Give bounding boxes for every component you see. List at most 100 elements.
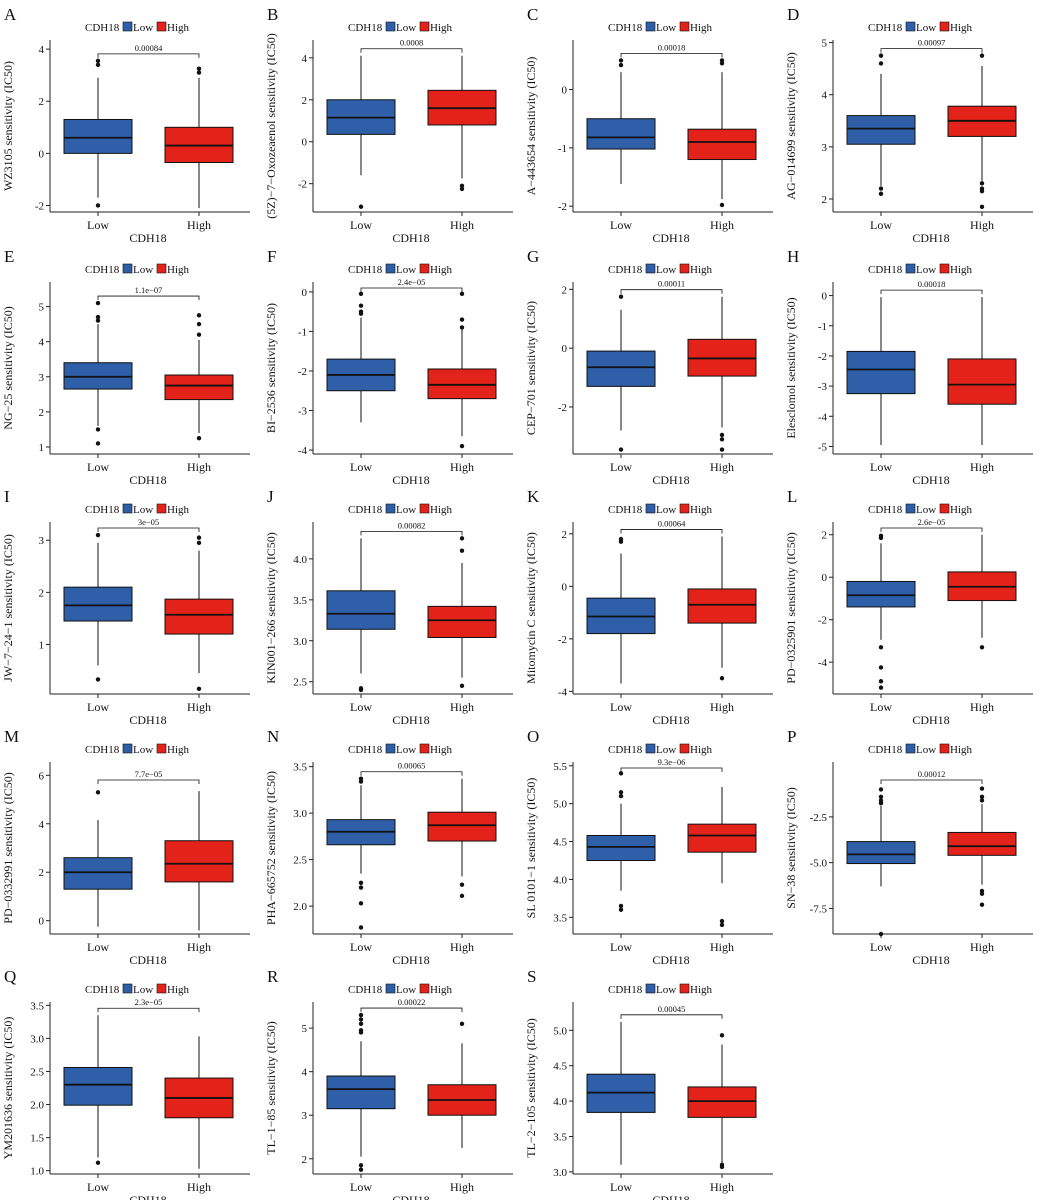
- legend-label-high: High: [430, 504, 453, 516]
- panel-letter: G: [527, 247, 539, 266]
- legend-label-high: High: [167, 22, 190, 34]
- panel-letter: N: [267, 727, 279, 746]
- y-tick-label: -1: [298, 326, 307, 338]
- box-low: [326, 776, 396, 930]
- iqr-box: [427, 368, 497, 400]
- iqr-box: [846, 580, 916, 608]
- box-low: [63, 300, 133, 446]
- panel-letter: F: [267, 247, 276, 266]
- box-low: [586, 294, 656, 452]
- y-tick-label: 1.5: [30, 1133, 44, 1145]
- outlier-point: [719, 58, 725, 63]
- x-axis-label: CDH18: [912, 953, 949, 967]
- outlier-point: [719, 1164, 725, 1170]
- y-tick-label: 4: [39, 44, 45, 56]
- outlier-point: [459, 536, 465, 541]
- outlier-point: [878, 645, 884, 650]
- outlier-point: [719, 676, 725, 681]
- x-tick-label: High: [450, 1180, 474, 1194]
- legend-key-low: [385, 263, 396, 274]
- y-tick-label: -1: [818, 321, 827, 333]
- outlier-point: [979, 798, 985, 803]
- x-tick-label: High: [187, 460, 211, 474]
- legend-label-high: High: [430, 984, 453, 996]
- y-tick-label: 0: [822, 572, 828, 584]
- legend-label-low: Low: [396, 264, 416, 276]
- pvalue-bracket: [880, 527, 983, 532]
- outlier-point: [358, 687, 364, 693]
- legend-key-low: [645, 503, 656, 514]
- box-low: [63, 58, 133, 208]
- outlier-point: [358, 779, 364, 784]
- pvalue-bracket: [360, 287, 463, 292]
- legend-key-high: [156, 21, 167, 32]
- legend-key-low: [385, 503, 396, 514]
- y-tick-label: 0: [302, 287, 308, 299]
- outlier-point: [878, 191, 884, 196]
- x-axis-label: CDH18: [392, 1193, 429, 1200]
- legend-key-low: [905, 743, 916, 754]
- x-tick-label: High: [970, 940, 994, 954]
- box-low: [63, 790, 133, 927]
- pvalue-label: 2.6e−05: [918, 517, 946, 527]
- box-high: [164, 1036, 234, 1169]
- legend-title: CDH18: [868, 264, 903, 276]
- panel-letter: O: [527, 727, 539, 746]
- x-tick-label: Low: [610, 460, 632, 474]
- box-low: [846, 533, 916, 690]
- y-tick-label: 2: [302, 1154, 308, 1166]
- y-tick-label: -2: [558, 634, 567, 646]
- x-tick-label: Low: [870, 218, 892, 232]
- panel-n: N CDH18 Low High 2.0 2.5 3.0 3.5 PHA−665752 sens…: [264, 727, 513, 967]
- x-tick-label: High: [710, 218, 734, 232]
- x-tick-label: Low: [350, 700, 372, 714]
- panel-letter: P: [787, 727, 796, 746]
- pvalue-label: 0.00045: [658, 1004, 686, 1014]
- y-axis-label: AG−014699 sensitivity (IC50): [784, 52, 798, 199]
- outlier-point: [719, 432, 725, 438]
- legend-label-low: Low: [656, 264, 676, 276]
- y-tick-label: 4: [822, 90, 828, 102]
- outlier-point: [618, 771, 624, 776]
- pvalue-bracket: [620, 767, 723, 772]
- outlier-point: [979, 786, 985, 791]
- legend-title: CDH18: [608, 504, 643, 516]
- iqr-box: [164, 374, 234, 401]
- legend-title: CDH18: [85, 984, 120, 996]
- x-tick-label: Low: [87, 218, 109, 232]
- y-tick-label: 4: [302, 1067, 308, 1079]
- y-tick-label: 4.0: [553, 874, 567, 886]
- legend-label-high: High: [690, 504, 713, 516]
- outlier-point: [979, 891, 985, 896]
- outlier-point: [618, 793, 624, 799]
- x-axis-label: CDH18: [392, 953, 429, 967]
- iqr-box: [846, 115, 916, 145]
- x-tick-label: High: [710, 700, 734, 714]
- y-tick-label: 5: [302, 1023, 308, 1035]
- legend-key-low: [645, 743, 656, 754]
- legend-key-high: [156, 503, 167, 514]
- outlier-point: [459, 548, 465, 553]
- pvalue-label: 0.00022: [398, 997, 426, 1007]
- x-axis-label: CDH18: [912, 231, 949, 245]
- legend-key-high: [419, 743, 430, 754]
- panel-h: H CDH18 Low High -5 -4 -3 -2 -1 0 Elesclomol sensi…: [784, 247, 1033, 487]
- legend-label-low: Low: [916, 22, 936, 34]
- legend-key-high: [679, 503, 690, 514]
- y-axis-label: PHA−665752 sensitivity (IC50): [264, 771, 278, 925]
- outlier-point: [459, 291, 465, 297]
- legend-title: CDH18: [608, 984, 643, 996]
- y-axis-label: YM201636 sensitivity (IC50): [1, 1017, 15, 1160]
- panel-s: S CDH18 Low High 3.0 3.5 4.0 4.5 5.0 TL−2−105 sen…: [524, 967, 773, 1200]
- y-tick-label: 2.5: [30, 1066, 44, 1078]
- y-tick-label: 5: [822, 38, 828, 50]
- outlier-point: [878, 53, 884, 58]
- legend-label-low: Low: [656, 22, 676, 34]
- legend-label-low: Low: [916, 264, 936, 276]
- y-tick-label: -4: [818, 657, 828, 669]
- legend-label-high: High: [167, 264, 190, 276]
- y-tick-label: 2: [39, 587, 45, 599]
- y-tick-label: -2: [35, 200, 44, 212]
- legend-label-high: High: [690, 744, 713, 756]
- x-tick-label: Low: [350, 218, 372, 232]
